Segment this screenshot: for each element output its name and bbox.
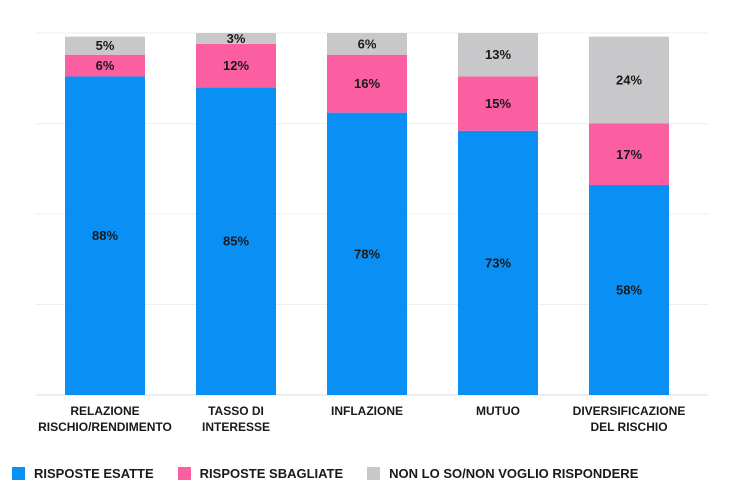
data-label: 24% (616, 73, 642, 88)
bar-segment (327, 33, 407, 55)
legend-item: RISPOSTE ESATTE (12, 466, 154, 481)
data-label: 6% (96, 58, 115, 73)
legend-swatch (177, 467, 191, 480)
bar-segment (327, 54, 407, 113)
category-label: RELAZIONE (70, 404, 139, 418)
data-label: 85% (223, 234, 249, 249)
category-label: DIVERSIFICAZIONE (573, 404, 686, 418)
category-label: TASSO DI (208, 404, 264, 418)
data-label: 15% (485, 96, 511, 111)
legend-item: NON LO SO/NON VOGLIO RISPONDERE (367, 466, 638, 481)
legend-label: RISPOSTE ESATTE (34, 466, 154, 481)
bar-segment (327, 112, 407, 395)
category-labels: RELAZIONE RISCHIO/RENDIMENTO TASSO DI INTER… (38, 404, 685, 434)
bar-segment (589, 36, 669, 124)
data-label: 78% (354, 246, 380, 261)
bar-stacks (65, 33, 669, 396)
data-label: 88% (92, 228, 118, 243)
legend: RISPOSTE ESATTE RISPOSTE SBAGLIATE NON LO … (12, 466, 662, 481)
data-label: 12% (223, 58, 249, 73)
category-label: MUTUO (476, 404, 520, 418)
legend-item: RISPOSTE SBAGLIATE (177, 466, 344, 481)
data-label: 3% (227, 31, 246, 46)
data-label: 13% (485, 47, 511, 62)
bar-segment (458, 130, 538, 396)
bar-segment (458, 76, 538, 131)
bar-segment (458, 33, 538, 77)
category-label: RISCHIO/RENDIMENTO (38, 420, 172, 434)
bar-segment (196, 43, 276, 88)
bar-segment (65, 54, 145, 77)
data-label: 5% (96, 38, 115, 53)
category-label: INTERESSE (202, 420, 270, 434)
bar-segment (196, 87, 276, 396)
legend-swatch (12, 467, 25, 480)
bar-segment (589, 123, 669, 186)
data-labels: 88% 6% 5% 85% 12% 3% 78% 16% 6% 73% 15% 13% 58% 17% 24… (92, 31, 642, 298)
bar-segment (196, 33, 276, 44)
category-label: INFLAZIONE (331, 404, 403, 418)
bar-segment (589, 185, 669, 395)
bar-segment (65, 36, 145, 55)
legend-swatch (367, 467, 381, 480)
legend-label: RISPOSTE SBAGLIATE (199, 466, 344, 481)
bar-segment (65, 76, 145, 395)
category-label: DEL RISCHIO (590, 420, 667, 434)
data-label: 16% (354, 76, 380, 91)
data-label: 17% (616, 147, 642, 162)
data-label: 6% (358, 36, 377, 51)
legend-label: NON LO SO/NON VOGLIO RISPONDERE (389, 466, 639, 481)
data-label: 58% (616, 283, 642, 298)
data-label: 73% (485, 255, 511, 270)
stacked-bar-chart: 88% 6% 5% 85% 12% 3% 78% 16% 6% 73% 15% 13% 58% 17% 24… (36, 31, 708, 434)
